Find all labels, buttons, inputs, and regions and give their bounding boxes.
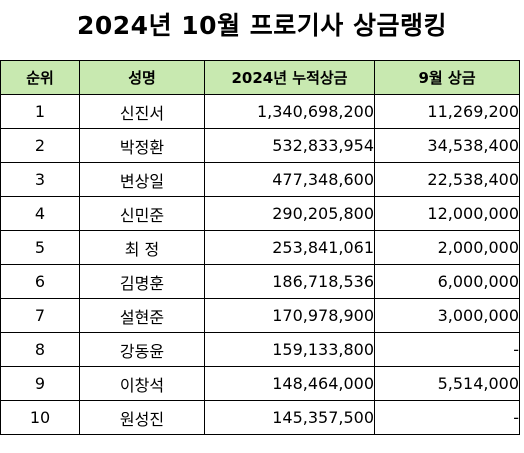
name-cell: 이창석 <box>79 366 205 401</box>
september-prize-cell: 34,538,400 <box>374 128 520 163</box>
rank-cell: 2 <box>0 128 80 163</box>
table-row: 9 이창석 148,464,000 5,514,000 <box>0 366 520 401</box>
rank-cell: 6 <box>0 264 80 299</box>
name-cell: 신진서 <box>79 94 205 129</box>
september-prize-cell: 5,514,000 <box>374 366 520 401</box>
total-prize-cell: 477,348,600 <box>204 162 375 197</box>
total-prize-cell: 290,205,800 <box>204 196 375 231</box>
rank-cell: 8 <box>0 332 80 367</box>
rank-cell: 4 <box>0 196 80 231</box>
header-september-prize: 9월 상금 <box>374 60 520 95</box>
table-row: 7 설현준 170,978,900 3,000,000 <box>0 298 520 333</box>
table-row: 4 신민준 290,205,800 12,000,000 <box>0 196 520 231</box>
header-rank: 순위 <box>0 60 80 95</box>
name-cell: 원성진 <box>79 400 205 435</box>
header-total-prize: 2024년 누적상금 <box>204 60 375 95</box>
name-cell: 최 정 <box>79 230 205 265</box>
table-row: 6 김명훈 186,718,536 6,000,000 <box>0 264 520 299</box>
rank-cell: 3 <box>0 162 80 197</box>
rank-cell: 10 <box>0 400 80 435</box>
name-cell: 강동윤 <box>79 332 205 367</box>
september-prize-cell: 11,269,200 <box>374 94 520 129</box>
name-cell: 변상일 <box>79 162 205 197</box>
september-prize-cell: 3,000,000 <box>374 298 520 333</box>
table-row: 8 강동윤 159,133,800 - <box>0 332 520 367</box>
total-prize-cell: 170,978,900 <box>204 298 375 333</box>
name-cell: 김명훈 <box>79 264 205 299</box>
september-prize-cell: - <box>374 400 520 435</box>
page-title: 2024년 10월 프로기사 상금랭킹 <box>77 11 447 40</box>
september-prize-cell: - <box>374 332 520 367</box>
total-prize-cell: 148,464,000 <box>204 366 375 401</box>
header-name: 성명 <box>79 60 205 95</box>
september-prize-cell: 2,000,000 <box>374 230 520 265</box>
table-header-row: 순위 성명 2024년 누적상금 9월 상금 <box>0 60 520 95</box>
total-prize-cell: 1,340,698,200 <box>204 94 375 129</box>
rank-cell: 5 <box>0 230 80 265</box>
total-prize-cell: 159,133,800 <box>204 332 375 367</box>
september-prize-cell: 12,000,000 <box>374 196 520 231</box>
name-cell: 설현준 <box>79 298 205 333</box>
table-row: 2 박정환 532,833,954 34,538,400 <box>0 128 520 163</box>
prize-ranking-table: 순위 성명 2024년 누적상금 9월 상금 1 신진서 1,340,698,2… <box>0 60 520 435</box>
rank-cell: 7 <box>0 298 80 333</box>
september-prize-cell: 6,000,000 <box>374 264 520 299</box>
total-prize-cell: 253,841,061 <box>204 230 375 265</box>
table-row: 3 변상일 477,348,600 22,538,400 <box>0 162 520 197</box>
rank-cell: 9 <box>0 366 80 401</box>
rank-cell: 1 <box>0 94 80 129</box>
name-cell: 신민준 <box>79 196 205 231</box>
september-prize-cell: 22,538,400 <box>374 162 520 197</box>
name-cell: 박정환 <box>79 128 205 163</box>
total-prize-cell: 532,833,954 <box>204 128 375 163</box>
table-row: 10 원성진 145,357,500 - <box>0 400 520 435</box>
table-row: 5 최 정 253,841,061 2,000,000 <box>0 230 520 265</box>
total-prize-cell: 186,718,536 <box>204 264 375 299</box>
total-prize-cell: 145,357,500 <box>204 400 375 435</box>
table-row: 1 신진서 1,340,698,200 11,269,200 <box>0 94 520 129</box>
